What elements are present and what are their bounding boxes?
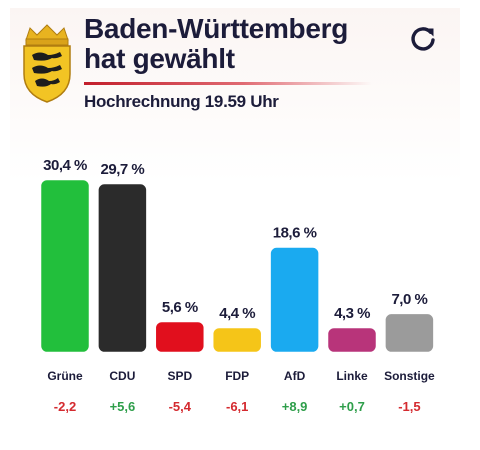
bar-cdu [96,181,149,355]
bar-afd [268,245,321,355]
page-subtitle: Hochrechnung 19.59 Uhr [84,92,279,111]
value-label-cdu: 29,7 % [101,161,145,178]
bar-spd [153,319,207,355]
category-label-sonstige: Sonstige [384,369,435,383]
value-label-gr-ne: 30,4 % [43,157,87,174]
category-label-gr-ne: Grüne [47,369,83,383]
value-label-fdp: 4,4 % [219,305,255,322]
page-title: Baden-Württemberg hat gewählt [84,14,348,74]
value-label-spd: 5,6 % [162,299,198,316]
change-label-afd: +8,9 [282,399,308,414]
change-label-gr-ne: -2,2 [54,399,76,414]
change-label-spd: -5,4 [169,399,192,414]
bar-linke [325,325,379,355]
change-label-sonstige: -1,5 [398,399,420,414]
change-label-linke: +0,7 [339,399,365,414]
bar-sonstige [383,311,436,355]
category-label-cdu: CDU [109,369,135,383]
value-label-linke: 4,3 % [334,305,370,322]
change-label-cdu: +5,6 [110,399,136,414]
category-label-afd: AfD [284,369,306,383]
coat-of-arms-icon [23,24,71,103]
page-title-line2: hat gewählt [84,43,235,74]
category-label-fdp: FDP [225,369,249,383]
value-label-afd: 18,6 % [273,225,317,242]
value-label-sonstige: 7,0 % [391,291,427,308]
title-underline [84,82,372,85]
change-label-fdp: -6,1 [226,399,248,414]
category-label-spd: SPD [167,369,192,383]
bar-fdp [210,325,264,355]
refresh-icon[interactable] [408,24,438,54]
page-title-line1: Baden-Württemberg [84,13,349,44]
bar-gr-ne [38,177,92,355]
category-label-linke: Linke [336,369,368,383]
